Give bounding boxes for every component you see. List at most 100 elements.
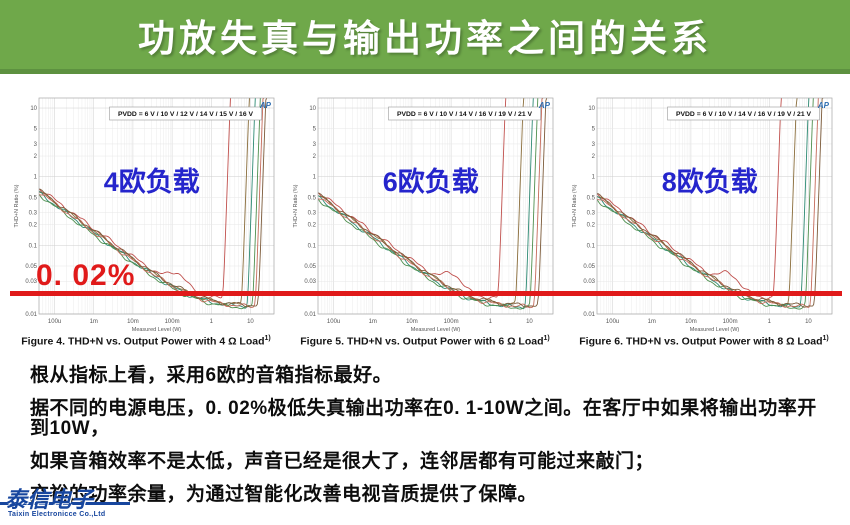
figure-caption-footnote: 1) <box>543 335 550 342</box>
chart-8ohm-load: 1053210.50.30.20.10.050.030.020.01100u1m… <box>570 88 838 348</box>
x-axis-label: Measured Level (W) <box>411 327 461 333</box>
svg-text:5: 5 <box>34 127 38 133</box>
svg-text:1: 1 <box>210 319 214 325</box>
svg-text:1: 1 <box>313 175 317 181</box>
svg-text:100m: 100m <box>165 319 180 325</box>
svg-text:0.1: 0.1 <box>308 243 317 249</box>
chart-6ohm-load: 1053210.50.30.20.10.050.030.020.01100u1m… <box>291 88 559 348</box>
company-name-cn: 泰信电子 <box>5 487 94 512</box>
svg-text:1m: 1m <box>369 319 377 325</box>
svg-text:5: 5 <box>313 127 317 133</box>
figure-caption-text: Figure 6. THD+N vs. Output Power with 8 … <box>579 335 823 348</box>
svg-text:1: 1 <box>592 175 596 181</box>
figure-caption-8ohm: Figure 6. THD+N vs. Output Power with 8 … <box>570 335 838 348</box>
svg-text:0.05: 0.05 <box>304 264 316 270</box>
load-label: 8欧负载 <box>662 167 758 197</box>
chart-4ohm-load: 1053210.50.30.20.10.050.030.020.01100u1m… <box>12 88 280 348</box>
y-axis-label: THD+N Ratio (%) <box>572 184 578 227</box>
svg-text:0.1: 0.1 <box>587 243 596 249</box>
svg-text:3: 3 <box>34 142 38 148</box>
svg-text:0.3: 0.3 <box>29 211 38 217</box>
svg-text:1: 1 <box>34 175 38 181</box>
svg-text:5: 5 <box>592 127 596 133</box>
svg-text:2: 2 <box>592 154 596 160</box>
svg-text:100u: 100u <box>327 319 340 325</box>
svg-text:0.03: 0.03 <box>304 279 316 285</box>
page-title: 功放失真与输出功率之间的关系 <box>138 17 712 59</box>
svg-text:0.5: 0.5 <box>587 195 596 201</box>
svg-text:3: 3 <box>313 142 317 148</box>
svg-text:10: 10 <box>309 106 316 112</box>
svg-text:0.01: 0.01 <box>304 312 316 318</box>
svg-text:10: 10 <box>30 106 37 112</box>
figure-caption-6ohm: Figure 5. THD+N vs. Output Power with 6 … <box>291 335 559 348</box>
slide-title-banner: 功放失真与输出功率之间的关系 <box>0 0 850 74</box>
svg-text:1m: 1m <box>90 319 98 325</box>
y-axis-label: THD+N Ratio (%) <box>14 184 20 227</box>
svg-text:0.01: 0.01 <box>583 312 595 318</box>
figure-caption-footnote: 1) <box>822 335 829 342</box>
svg-text:0.05: 0.05 <box>25 264 37 270</box>
logo-underline <box>0 502 130 505</box>
figure-caption-text: Figure 4. THD+N vs. Output Power with 4 … <box>21 335 265 348</box>
thd-plot-svg: 1053210.50.30.20.10.050.030.020.01100u1m… <box>293 97 554 333</box>
svg-text:0.2: 0.2 <box>29 223 38 229</box>
svg-text:3: 3 <box>592 142 596 148</box>
threshold-line <box>10 290 842 296</box>
x-axis-label: Measured Level (W) <box>132 327 182 333</box>
svg-text:1m: 1m <box>648 319 656 325</box>
thd-plot-svg: 1053210.50.30.20.10.050.030.020.01100u1m… <box>14 97 275 333</box>
figure-caption-footnote: 1) <box>264 335 271 342</box>
thd-plot-6ohm: 1053210.50.30.20.10.050.030.020.01100u1m… <box>291 88 559 340</box>
svg-text:0.2: 0.2 <box>308 223 317 229</box>
figure-caption-4ohm: Figure 4. THD+N vs. Output Power with 4 … <box>12 335 280 348</box>
pvdd-legend: PVDD = 6 V / 10 V / 14 V / 16 V / 19 V /… <box>676 111 812 118</box>
svg-text:0.01: 0.01 <box>25 312 37 318</box>
svg-text:2: 2 <box>313 154 317 160</box>
pvdd-legend: PVDD = 6 V / 10 V / 14 V / 16 V / 19 V /… <box>397 111 533 118</box>
svg-text:10m: 10m <box>127 319 139 325</box>
svg-text:10: 10 <box>247 319 254 325</box>
ap-watermark-icon: AP <box>538 101 551 110</box>
thd-plot-svg: 1053210.50.30.20.10.050.030.020.01100u1m… <box>572 97 833 333</box>
svg-text:100m: 100m <box>723 319 738 325</box>
thd-plot-4ohm: 1053210.50.30.20.10.050.030.020.01100u1m… <box>12 88 280 340</box>
svg-text:0.5: 0.5 <box>308 195 317 201</box>
svg-text:100m: 100m <box>444 319 459 325</box>
svg-text:100u: 100u <box>48 319 61 325</box>
x-axis-label: Measured Level (W) <box>690 327 740 333</box>
svg-text:10m: 10m <box>406 319 418 325</box>
company-name-en: Taixin Electronicce Co.,Ltd <box>8 511 106 518</box>
svg-text:10: 10 <box>588 106 595 112</box>
svg-text:0.2: 0.2 <box>587 223 596 229</box>
analysis-line-3: 如果音箱效率不是太低，声音已经是很大了，连邻居都有可能过来敲门； <box>30 451 655 472</box>
company-logo: 泰信电子 Taixin Electronicce Co.,Ltd <box>0 488 140 524</box>
charts-row: 1053210.50.30.20.10.050.030.020.01100u1m… <box>12 88 838 348</box>
svg-text:2: 2 <box>34 154 38 160</box>
svg-text:0.3: 0.3 <box>587 211 596 217</box>
threshold-label: 0. 02% <box>36 258 136 292</box>
svg-text:10: 10 <box>805 319 812 325</box>
svg-text:0.5: 0.5 <box>29 195 38 201</box>
ap-watermark-icon: AP <box>817 101 830 110</box>
analysis-line-2: 据不同的电源电压，0. 02%极低失真输出功率在0. 1-10W之间。在客厅中如… <box>30 398 817 439</box>
y-axis-label: THD+N Ratio (%) <box>293 184 299 227</box>
svg-text:1: 1 <box>489 319 493 325</box>
svg-text:100u: 100u <box>606 319 619 325</box>
svg-text:1: 1 <box>768 319 772 325</box>
load-label: 4欧负载 <box>104 167 200 197</box>
svg-text:0.1: 0.1 <box>29 243 38 249</box>
thd-plot-8ohm: 1053210.50.30.20.10.050.030.020.01100u1m… <box>570 88 838 340</box>
svg-text:10m: 10m <box>685 319 697 325</box>
analysis-text: 根从指标上看，采用6欧的音箱指标最好。 据不同的电源电压，0. 02%极低失真输… <box>30 366 836 518</box>
analysis-line-4: 充裕的功率余量，为通过智能化改善电视音质提供了保障。 <box>30 484 538 505</box>
svg-text:0.3: 0.3 <box>308 211 317 217</box>
svg-text:0.03: 0.03 <box>583 279 595 285</box>
svg-text:0.03: 0.03 <box>25 279 37 285</box>
figure-caption-text: Figure 5. THD+N vs. Output Power with 6 … <box>300 335 544 348</box>
svg-text:0.05: 0.05 <box>583 264 595 270</box>
ap-watermark-icon: AP <box>259 101 272 110</box>
analysis-line-1: 根从指标上看，采用6欧的音箱指标最好。 <box>30 365 393 386</box>
load-label: 6欧负载 <box>383 167 479 197</box>
